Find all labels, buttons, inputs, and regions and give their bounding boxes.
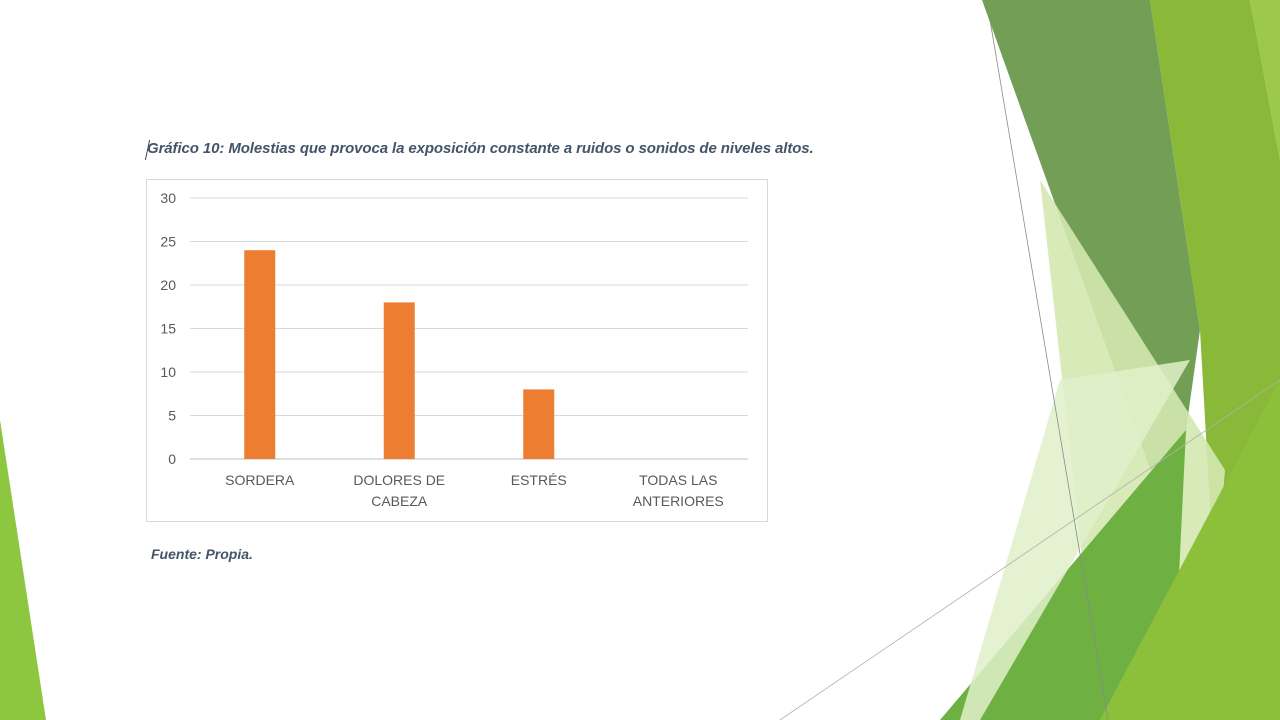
gridlines	[190, 197, 748, 460]
x-category-label: ANTERIORES	[633, 493, 724, 509]
x-axis-labels: SORDERA DOLORES DE CABEZA ESTRÉS TODAS LAS AN…	[225, 472, 724, 509]
y-tick-label: 10	[160, 364, 176, 380]
y-tick-label: 5	[168, 408, 176, 424]
y-tick-label: 25	[160, 234, 176, 250]
bar-2	[523, 389, 555, 459]
x-category-label: CABEZA	[371, 493, 428, 509]
chart-title: Gráfico 10: Molestias que provoca la exp…	[147, 140, 814, 157]
bar-chart: 0 5 10 15 20 25 30 SORDERA DOLORES DE CABEZA ESTR…	[160, 190, 748, 509]
bar-1	[383, 302, 415, 459]
decor-line-1	[989, 19, 1109, 720]
y-axis-ticks: 0 5 10 15 20 25 30	[160, 190, 176, 467]
decor-line-2	[779, 379, 1280, 720]
y-tick-label: 15	[160, 321, 176, 337]
x-category-label: DOLORES DE	[353, 472, 445, 488]
pale-green-shape	[960, 360, 1190, 720]
x-category-label: ESTRÉS	[511, 472, 567, 488]
y-tick-label: 20	[160, 277, 176, 293]
x-category-label: TODAS LAS	[639, 472, 717, 488]
x-category-label: SORDERA	[225, 472, 295, 488]
left-green-sliver	[0, 420, 46, 720]
y-tick-label: 30	[160, 190, 176, 206]
source-note: Fuente: Propia.	[151, 546, 253, 562]
bar-0	[244, 250, 276, 459]
y-tick-label: 0	[168, 451, 176, 467]
bottom-bright-green	[1100, 380, 1280, 720]
bars	[244, 250, 555, 459]
right-edge-green	[1250, 0, 1280, 160]
